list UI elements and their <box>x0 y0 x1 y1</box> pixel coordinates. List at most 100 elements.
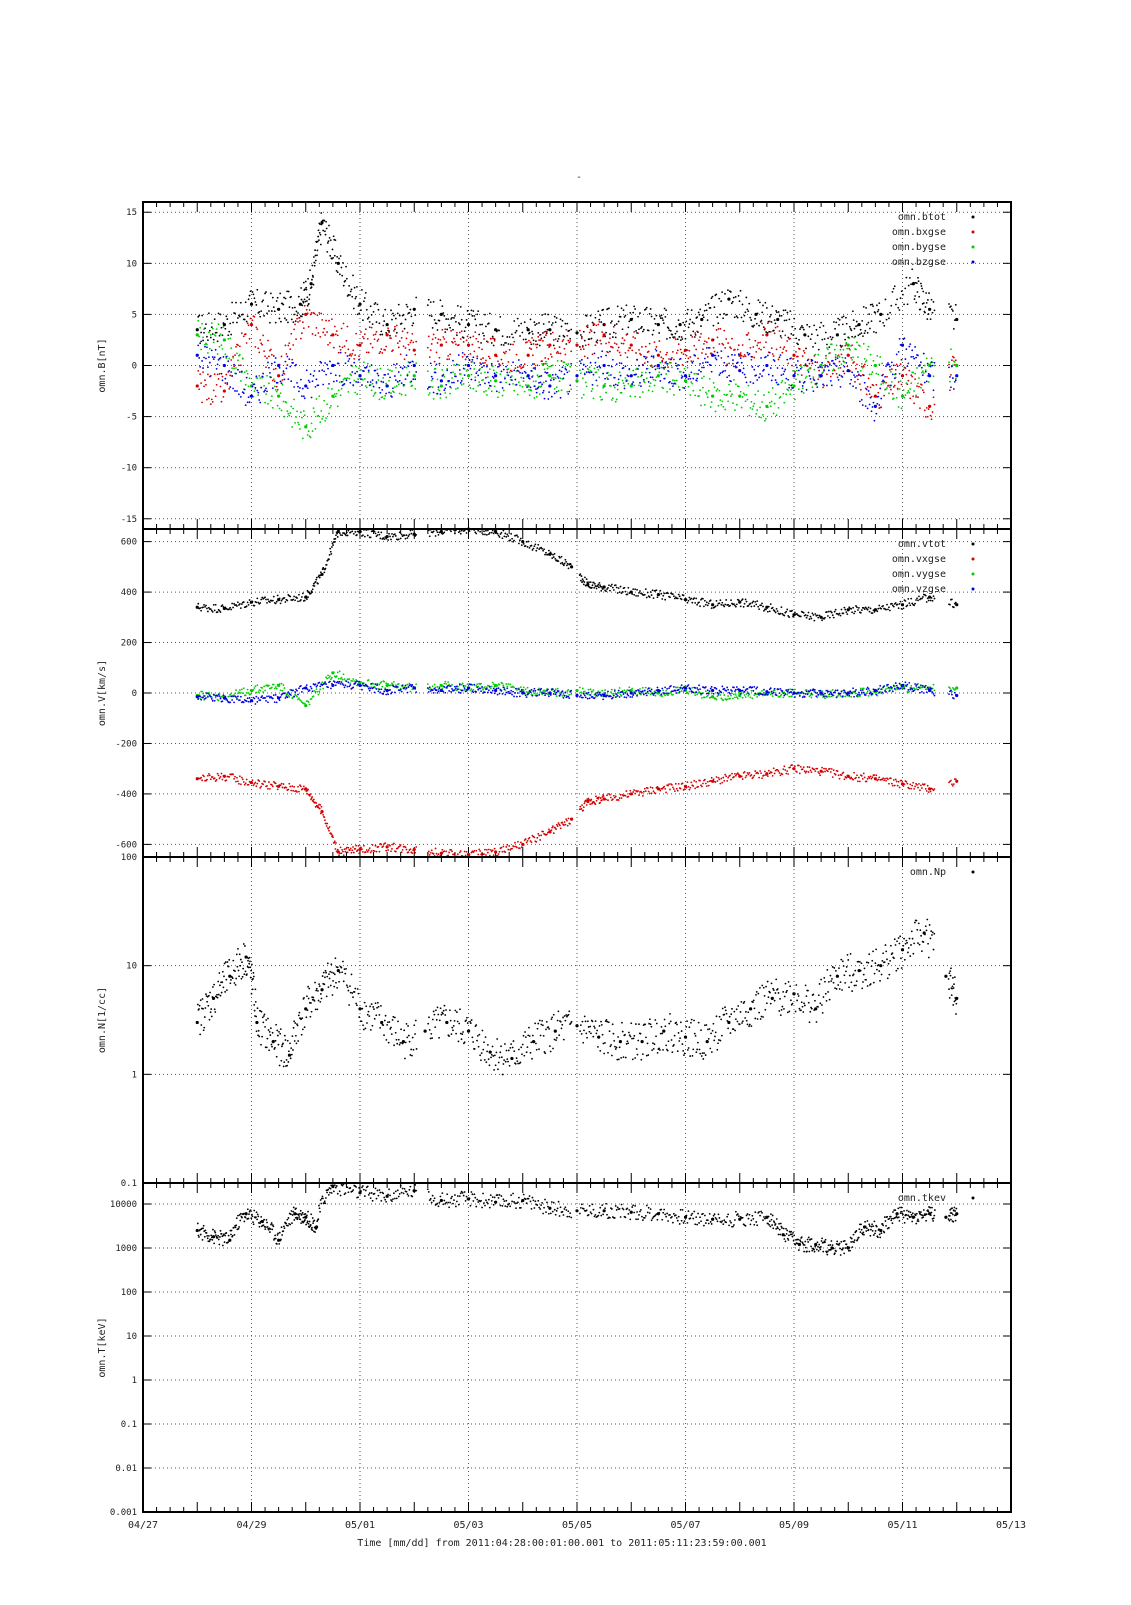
data-point <box>845 342 847 344</box>
data-point <box>222 779 224 781</box>
data-point <box>400 844 402 846</box>
data-point <box>708 337 710 339</box>
data-point <box>754 601 756 603</box>
data-point <box>624 387 626 389</box>
data-point <box>435 368 437 370</box>
data-point <box>760 604 762 606</box>
data-point <box>292 408 294 410</box>
data-point <box>700 333 702 335</box>
data-point <box>476 371 478 373</box>
data-point <box>245 301 247 303</box>
data-point <box>395 335 397 337</box>
data-point <box>304 298 306 300</box>
data-point <box>796 367 798 369</box>
data-point <box>780 774 782 776</box>
data-point <box>857 371 859 373</box>
data-point <box>797 360 799 362</box>
data-point <box>521 544 523 546</box>
data-point <box>232 322 234 324</box>
data-point <box>749 772 751 774</box>
data-point <box>747 772 749 774</box>
data-point <box>526 541 528 543</box>
data-point <box>463 337 465 339</box>
data-point <box>356 286 358 288</box>
data-point <box>644 788 646 790</box>
data-point <box>667 366 669 368</box>
data-point <box>317 583 319 585</box>
data-point <box>508 361 510 363</box>
data-point <box>557 360 559 362</box>
data-point <box>473 350 475 352</box>
data-point <box>626 594 628 596</box>
data-point <box>714 386 716 388</box>
data-point <box>812 359 814 361</box>
data-point <box>197 370 199 372</box>
data-point <box>590 799 592 801</box>
data-point <box>703 376 705 378</box>
data-point <box>913 390 915 392</box>
data-point <box>855 325 857 327</box>
data-point <box>559 335 561 337</box>
data-point <box>430 852 432 854</box>
data-point <box>686 599 688 601</box>
data-point <box>514 842 516 844</box>
data-point <box>410 533 412 535</box>
data-point <box>542 332 544 334</box>
data-point <box>337 536 339 538</box>
data-point <box>347 348 349 350</box>
data-point <box>699 389 701 391</box>
data-point <box>615 333 617 335</box>
data-point <box>508 374 510 376</box>
data-point <box>608 342 610 344</box>
data-point <box>344 851 346 853</box>
data-point <box>879 320 881 322</box>
data-point <box>875 332 877 334</box>
data-point <box>217 353 219 355</box>
data-point <box>665 354 667 356</box>
data-point <box>716 316 718 318</box>
data-point <box>289 786 291 788</box>
data-point <box>533 343 535 345</box>
data-point <box>557 340 559 342</box>
data-point <box>375 845 377 847</box>
data-point <box>550 353 552 355</box>
data-point <box>436 853 438 855</box>
data-point <box>615 795 617 797</box>
data-point <box>341 328 343 330</box>
data-point <box>542 340 544 342</box>
data-point <box>336 380 338 382</box>
data-point <box>638 384 640 386</box>
data-point <box>398 304 400 306</box>
data-point <box>845 362 847 364</box>
data-point <box>329 826 331 828</box>
data-point <box>926 358 928 360</box>
data-point <box>887 608 889 610</box>
data-point <box>828 611 830 613</box>
data-point <box>469 313 471 315</box>
data-point <box>329 342 331 344</box>
data-point <box>599 367 601 369</box>
data-point <box>831 384 833 386</box>
data-point <box>596 588 598 590</box>
data-point <box>888 783 890 785</box>
data-point <box>230 371 232 373</box>
data-point <box>293 329 295 331</box>
data-point <box>745 355 747 357</box>
data-point <box>487 376 489 378</box>
data-point <box>366 309 368 311</box>
data-point <box>852 356 854 358</box>
data-point <box>799 328 801 330</box>
data-point <box>622 380 624 382</box>
data-point <box>452 342 454 344</box>
data-point <box>918 280 920 282</box>
data-point <box>252 382 254 384</box>
data-point <box>843 373 845 375</box>
data-point <box>902 294 904 296</box>
data-point <box>915 396 917 398</box>
data-point <box>782 373 784 375</box>
data-point <box>530 341 532 343</box>
data-point <box>730 395 732 397</box>
data-point <box>569 384 571 386</box>
data-point <box>652 376 654 378</box>
data-point <box>871 320 873 322</box>
